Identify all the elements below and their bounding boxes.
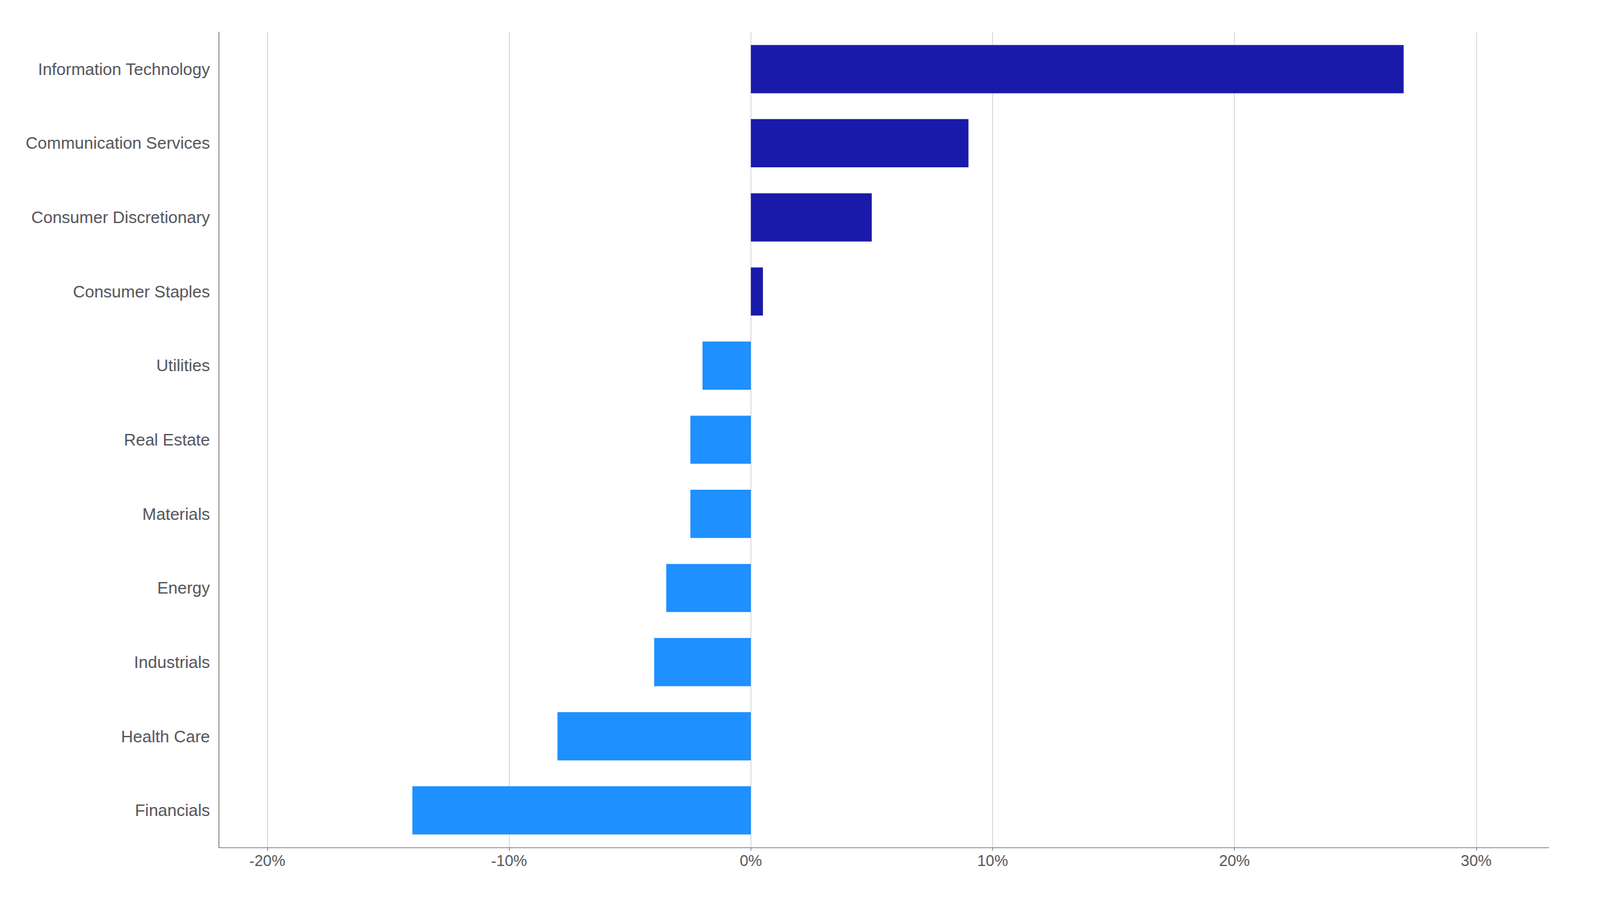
svg-text:Information Technology: Information Technology [37,59,210,79]
svg-text:30%: 30% [1460,851,1492,870]
svg-text:Energy: Energy [157,578,210,598]
svg-text:Consumer Discretionary: Consumer Discretionary [31,207,211,227]
svg-text:Consumer Staples: Consumer Staples [73,282,211,302]
svg-text:Real Estate: Real Estate [123,430,210,450]
svg-text:Communication Services: Communication Services [25,133,211,153]
svg-text:Materials: Materials [142,504,210,524]
svg-text:Industrials: Industrials [133,652,211,672]
svg-text:0%: 0% [739,851,763,870]
svg-text:Health Care: Health Care [121,726,211,747]
svg-text:-20%: -20% [249,851,286,870]
svg-text:-10%: -10% [491,851,527,870]
svg-text:Financials: Financials [134,800,210,820]
svg-text:Utilities: Utilities [156,355,211,375]
svg-text:10%: 10% [976,851,1008,870]
svg-text:20%: 20% [1219,851,1250,870]
